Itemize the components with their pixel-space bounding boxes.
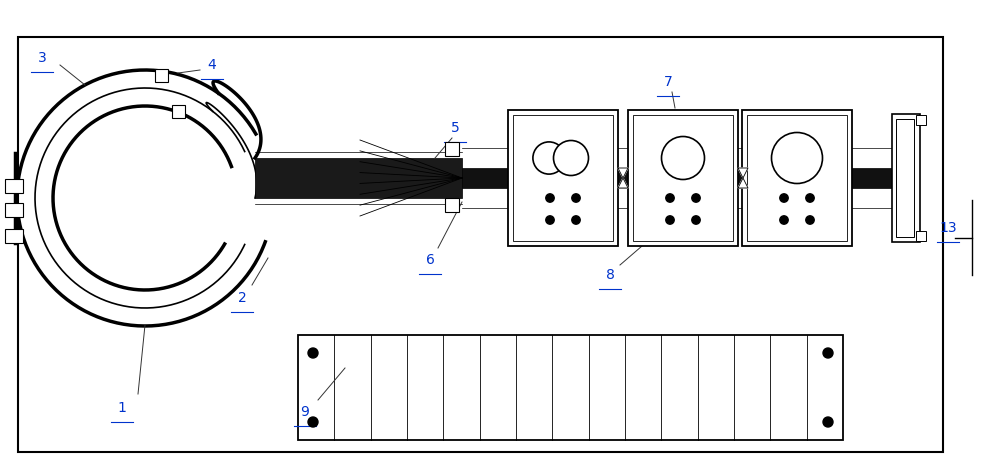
Circle shape (780, 194, 788, 202)
Circle shape (692, 216, 700, 224)
Bar (298, 335, 843, 440)
Bar (5, 203, 23, 217)
Circle shape (546, 194, 554, 202)
Circle shape (692, 194, 700, 202)
Bar (18, 37, 943, 452)
Circle shape (308, 348, 318, 358)
Circle shape (806, 194, 814, 202)
Circle shape (666, 216, 674, 224)
Bar (633, 115, 733, 241)
Bar (462, 168, 892, 188)
Bar (445, 198, 459, 212)
Circle shape (666, 194, 674, 202)
Text: 2: 2 (238, 291, 246, 305)
Circle shape (806, 216, 814, 224)
Circle shape (572, 194, 580, 202)
Circle shape (533, 142, 565, 174)
Circle shape (662, 136, 704, 180)
Circle shape (308, 417, 318, 427)
Bar (445, 142, 459, 156)
Bar (172, 105, 185, 118)
Polygon shape (738, 168, 748, 178)
Text: 5: 5 (451, 121, 459, 135)
Bar (513, 115, 613, 241)
Bar (916, 231, 926, 241)
Bar (155, 69, 168, 82)
Bar (508, 110, 618, 246)
Bar (916, 115, 926, 125)
Bar (742, 110, 852, 246)
Polygon shape (618, 178, 628, 188)
Circle shape (572, 216, 580, 224)
Bar (255, 158, 462, 198)
Text: 13: 13 (939, 221, 957, 235)
Bar (747, 115, 847, 241)
Text: 7: 7 (664, 75, 672, 89)
Circle shape (546, 216, 554, 224)
Bar (628, 110, 738, 246)
Circle shape (772, 133, 822, 183)
Text: 1: 1 (118, 401, 126, 415)
Bar (896, 119, 914, 237)
Bar (5, 229, 23, 243)
Text: 6: 6 (426, 253, 434, 267)
Text: 4: 4 (208, 58, 216, 72)
Polygon shape (738, 178, 748, 188)
Text: 8: 8 (606, 268, 614, 282)
Circle shape (823, 417, 833, 427)
Bar (892, 114, 920, 242)
Circle shape (554, 141, 588, 175)
Text: 9: 9 (301, 405, 309, 419)
Circle shape (823, 348, 833, 358)
Circle shape (780, 216, 788, 224)
Text: 3: 3 (38, 51, 46, 65)
Bar (5, 179, 23, 193)
Polygon shape (618, 168, 628, 178)
